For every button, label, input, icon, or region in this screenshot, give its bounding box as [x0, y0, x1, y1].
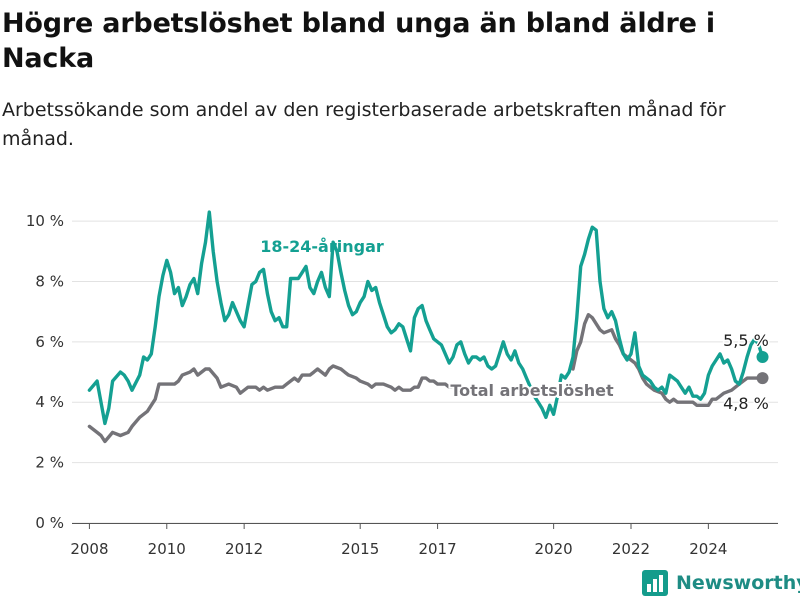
x-tick-label: 2012	[225, 540, 263, 558]
chart-subtitle: Arbetssökande som andel av den registerb…	[2, 99, 726, 150]
total-series-label: Total arbetslöshet	[450, 381, 614, 400]
newsworthy-brand: Newsworthy	[642, 566, 800, 600]
end-markers	[756, 350, 769, 385]
y-tick-label: 10 %	[26, 212, 64, 230]
x-tick-label: 2015	[341, 540, 379, 558]
series-lines	[87, 210, 765, 444]
chart-title: Högre arbetslöshet bland unga än bland ä…	[2, 8, 715, 74]
x-tick-label: 2008	[70, 540, 108, 558]
y-tick-label: 6 %	[35, 333, 64, 351]
x-tick-label: 2022	[612, 540, 650, 558]
young-end-marker	[756, 350, 769, 363]
x-tick-label: 2020	[535, 540, 573, 558]
x-tick-label: 2017	[418, 540, 456, 558]
total-end-marker	[756, 372, 769, 385]
y-tick-label: 8 %	[35, 272, 64, 290]
x-axis: 2008 2010 2012 2015 2017 2020 2022 2024	[70, 523, 778, 558]
total-end-value-label: 4,8 %	[723, 394, 769, 413]
young-series-label: 18-24-åringar	[260, 237, 384, 256]
total-series-line	[571, 313, 765, 407]
y-tick-label: 4 %	[35, 393, 64, 411]
total-series-line	[87, 364, 475, 444]
young-series-line	[87, 210, 765, 426]
y-tick-label: 2 %	[35, 454, 64, 472]
x-tick-label: 2024	[689, 540, 727, 558]
y-tick-label: 0 %	[35, 514, 64, 532]
bar-chart-logo-icon	[642, 570, 668, 596]
brand-name: Newsworthy	[676, 572, 800, 594]
x-tick-label: 2010	[148, 540, 186, 558]
y-axis-labels: 0 % 2 % 4 % 6 % 8 % 10 %	[26, 212, 64, 532]
young-end-value-label: 5,5 %	[723, 331, 769, 350]
gridlines	[72, 220, 778, 524]
